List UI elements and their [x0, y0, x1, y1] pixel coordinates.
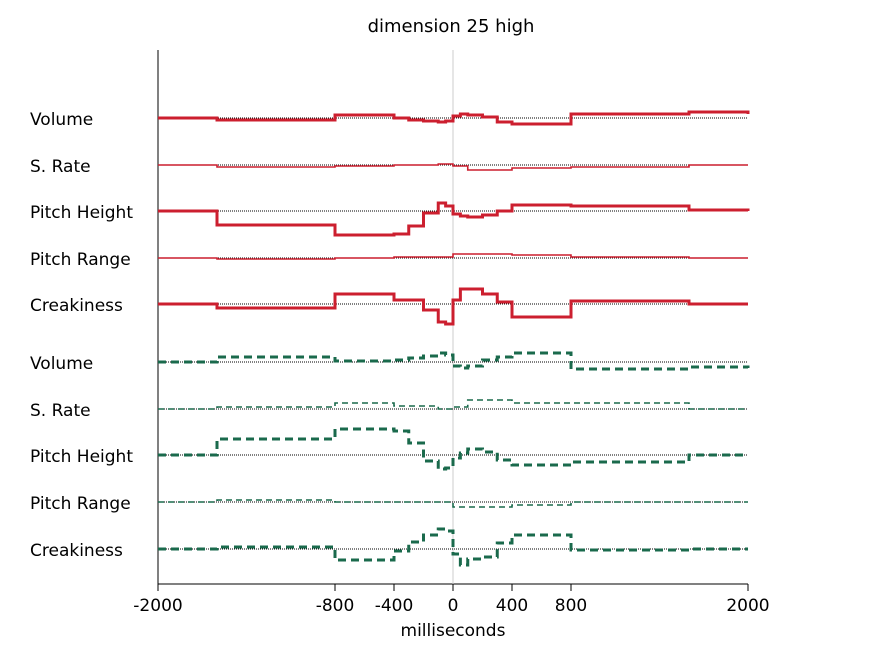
x-ticks: -2000 -800 -400 0 400 800 2000 [133, 584, 770, 616]
row-label: Volume [30, 354, 93, 374]
series-line [158, 287, 748, 326]
chart-title: dimension 25 high [368, 16, 535, 37]
x-tick-label: 400 [496, 596, 528, 616]
x-tick-label: 800 [555, 596, 587, 616]
series-line [158, 253, 748, 260]
x-axis-label: milliseconds [401, 621, 506, 641]
x-tick-label: -2000 [133, 596, 182, 616]
row-labels: Volume S. Rate Pitch Height Pitch Range Crea… [30, 110, 133, 561]
row-label: Pitch Height [30, 447, 133, 467]
series-line [158, 110, 750, 126]
series-line [158, 351, 750, 371]
row-label: Volume [30, 110, 93, 130]
series-line [158, 163, 748, 171]
row-label: Creakiness [30, 541, 123, 561]
x-tick-label: -800 [316, 596, 355, 616]
row-label: Pitch Height [30, 203, 133, 223]
x-tick-label: 0 [448, 596, 459, 616]
row-label: Creakiness [30, 296, 123, 316]
series-line [158, 201, 750, 237]
series-layer [158, 110, 750, 567]
row-label: Pitch Range [30, 494, 131, 514]
row-label: S. Rate [30, 157, 91, 177]
series-line [158, 427, 748, 471]
series-line [158, 499, 748, 508]
series-line [158, 527, 748, 567]
row-label: S. Rate [30, 401, 91, 421]
x-tick-label: 2000 [726, 596, 769, 616]
row-label: Pitch Range [30, 250, 131, 270]
x-tick-label: -400 [375, 596, 414, 616]
